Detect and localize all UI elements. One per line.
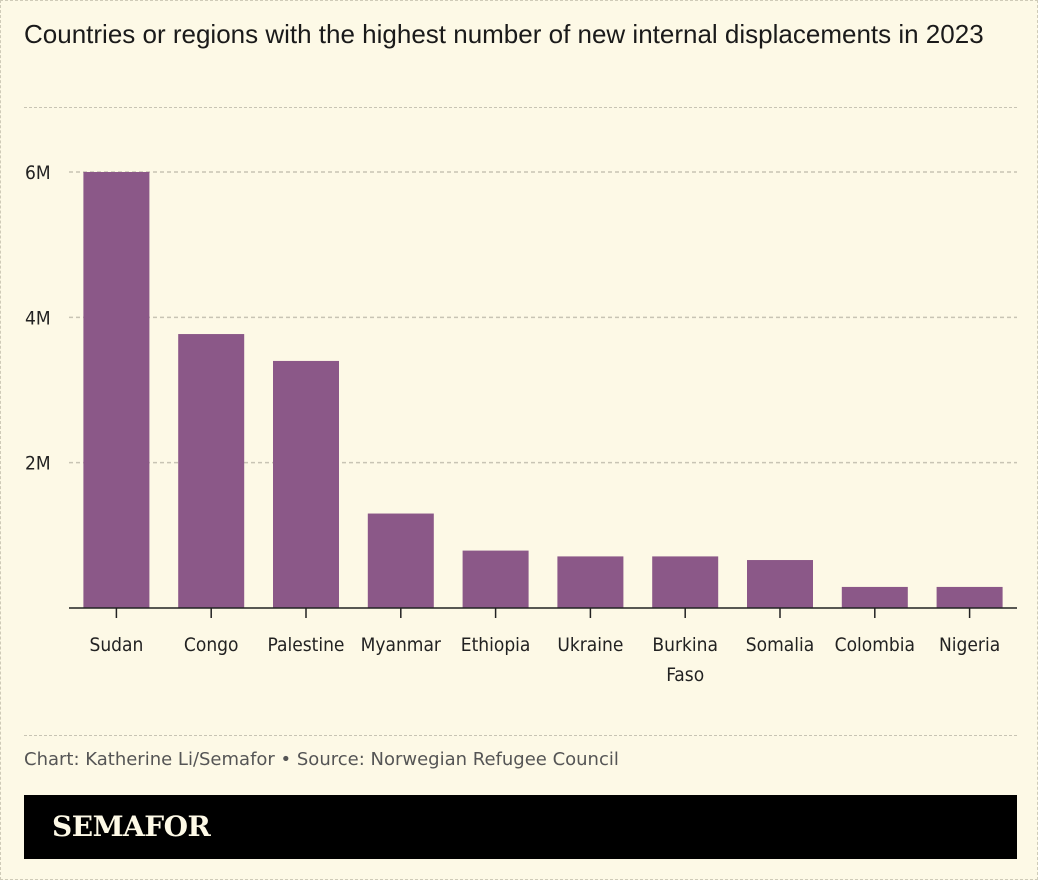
bar	[557, 556, 624, 608]
bar	[747, 560, 813, 608]
x-category-label: Somalia	[746, 634, 814, 656]
x-category-label: Ethiopia	[461, 634, 531, 656]
title-divider	[24, 107, 1017, 108]
y-tick-label: 6M	[25, 162, 51, 184]
bar	[841, 586, 908, 608]
x-category-label: Colombia	[835, 634, 915, 656]
source-credit: Chart: Katherine Li/Semafor • Source: No…	[24, 749, 619, 770]
x-category-label: Sudan	[89, 634, 143, 656]
y-tick-label: 4M	[25, 307, 51, 329]
bar-chart: 2M 4M 6M Sudan Congo Palestine Myanmar Ethiopia…	[25, 162, 1017, 686]
bar	[273, 360, 339, 608]
x-category-label: Myanmar	[361, 634, 442, 656]
x-category-label: Faso	[666, 664, 704, 686]
x-category-label: Palestine	[268, 634, 345, 656]
bar	[462, 550, 529, 608]
bar	[936, 586, 1003, 608]
brand-bar: SEMAFOR	[24, 795, 1017, 859]
footer-divider	[24, 735, 1017, 736]
semafor-logo: SEMAFOR	[52, 810, 211, 843]
x-category-label: Nigeria	[939, 634, 1000, 656]
x-category-label: Congo	[184, 634, 239, 656]
chart-title: Countries or regions with the highest nu…	[24, 19, 984, 49]
y-tick-label: 2M	[25, 453, 51, 475]
bar	[178, 334, 245, 608]
bar	[652, 556, 719, 608]
bar	[83, 172, 150, 608]
x-category-label: Ukraine	[557, 634, 623, 656]
bar	[367, 513, 434, 608]
x-category-label: Burkina	[652, 634, 718, 656]
